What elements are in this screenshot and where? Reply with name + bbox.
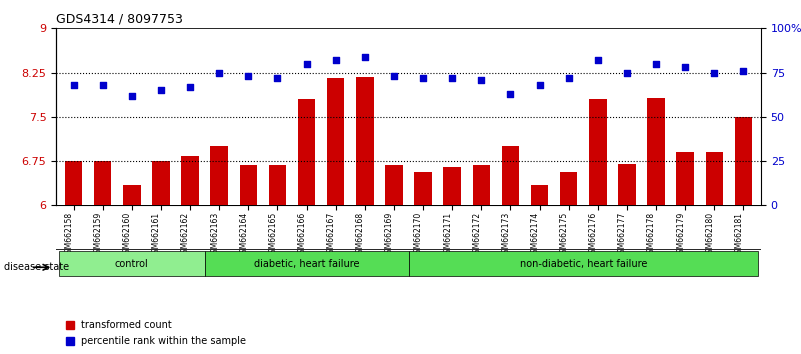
Text: GSM662173: GSM662173 [501, 212, 510, 258]
Text: GSM662160: GSM662160 [123, 212, 132, 258]
Bar [211, 146, 228, 205]
Text: GSM662166: GSM662166 [297, 212, 307, 258]
Point [562, 75, 575, 81]
Point [475, 77, 488, 82]
Bar [385, 165, 403, 205]
Text: GSM662174: GSM662174 [530, 212, 540, 258]
Text: GSM662162: GSM662162 [181, 212, 190, 258]
Text: GSM662176: GSM662176 [589, 212, 598, 258]
Text: GSM662169: GSM662169 [385, 212, 394, 258]
Text: transformed count: transformed count [81, 320, 171, 330]
Point [96, 82, 109, 88]
Text: GSM662179: GSM662179 [676, 212, 685, 258]
Text: GDS4314 / 8097753: GDS4314 / 8097753 [56, 13, 183, 26]
Text: GSM662161: GSM662161 [152, 212, 161, 258]
Text: GSM662168: GSM662168 [356, 212, 364, 258]
Point [126, 93, 139, 98]
Bar [735, 117, 752, 205]
Point [300, 61, 313, 67]
Point [358, 54, 371, 59]
Text: non-diabetic, heart failure: non-diabetic, heart failure [520, 259, 647, 269]
Point [591, 57, 604, 63]
Point [446, 75, 459, 81]
Text: GSM662167: GSM662167 [327, 212, 336, 258]
Bar [298, 99, 316, 205]
Bar [152, 161, 170, 205]
Point [708, 70, 721, 75]
Text: GSM662175: GSM662175 [560, 212, 569, 258]
Bar [444, 167, 461, 205]
Bar [65, 161, 83, 205]
Bar [589, 99, 606, 205]
Text: disease state: disease state [4, 262, 69, 272]
Point [504, 91, 517, 97]
Point [650, 61, 662, 67]
Point [329, 57, 342, 63]
Bar [706, 152, 723, 205]
Text: GSM662159: GSM662159 [94, 212, 103, 258]
Text: GSM662171: GSM662171 [443, 212, 453, 258]
Bar [618, 164, 636, 205]
FancyBboxPatch shape [59, 251, 204, 276]
Point [621, 70, 634, 75]
Text: GSM662172: GSM662172 [473, 212, 481, 258]
Text: GSM662158: GSM662158 [65, 212, 74, 258]
Point [183, 84, 196, 90]
Bar [268, 165, 286, 205]
Bar [647, 98, 665, 205]
Bar [414, 172, 432, 205]
Bar [356, 77, 373, 205]
Bar [94, 161, 111, 205]
Point [242, 73, 255, 79]
Bar [531, 185, 549, 205]
Text: GSM662180: GSM662180 [706, 212, 714, 258]
Bar [239, 165, 257, 205]
Text: GSM662177: GSM662177 [618, 212, 627, 258]
Text: control: control [115, 259, 149, 269]
Point [213, 70, 226, 75]
Bar [473, 165, 490, 205]
Point [155, 87, 167, 93]
Point [417, 75, 429, 81]
Bar [677, 152, 694, 205]
Point [533, 82, 546, 88]
Point [67, 82, 80, 88]
Text: GSM662164: GSM662164 [239, 212, 248, 258]
Text: GSM662170: GSM662170 [414, 212, 423, 258]
Text: percentile rank within the sample: percentile rank within the sample [81, 336, 246, 346]
Text: GSM662163: GSM662163 [210, 212, 219, 258]
Bar [123, 185, 140, 205]
FancyBboxPatch shape [204, 251, 409, 276]
Bar [327, 79, 344, 205]
Text: GSM662181: GSM662181 [735, 212, 743, 258]
Point [678, 64, 691, 70]
Text: GSM662165: GSM662165 [268, 212, 277, 258]
Bar [560, 172, 578, 205]
Point [271, 75, 284, 81]
Text: GSM662178: GSM662178 [647, 212, 656, 258]
Bar [501, 146, 519, 205]
FancyBboxPatch shape [409, 251, 758, 276]
Text: diabetic, heart failure: diabetic, heart failure [254, 259, 360, 269]
Bar [181, 156, 199, 205]
Point [737, 68, 750, 74]
Point [388, 73, 400, 79]
